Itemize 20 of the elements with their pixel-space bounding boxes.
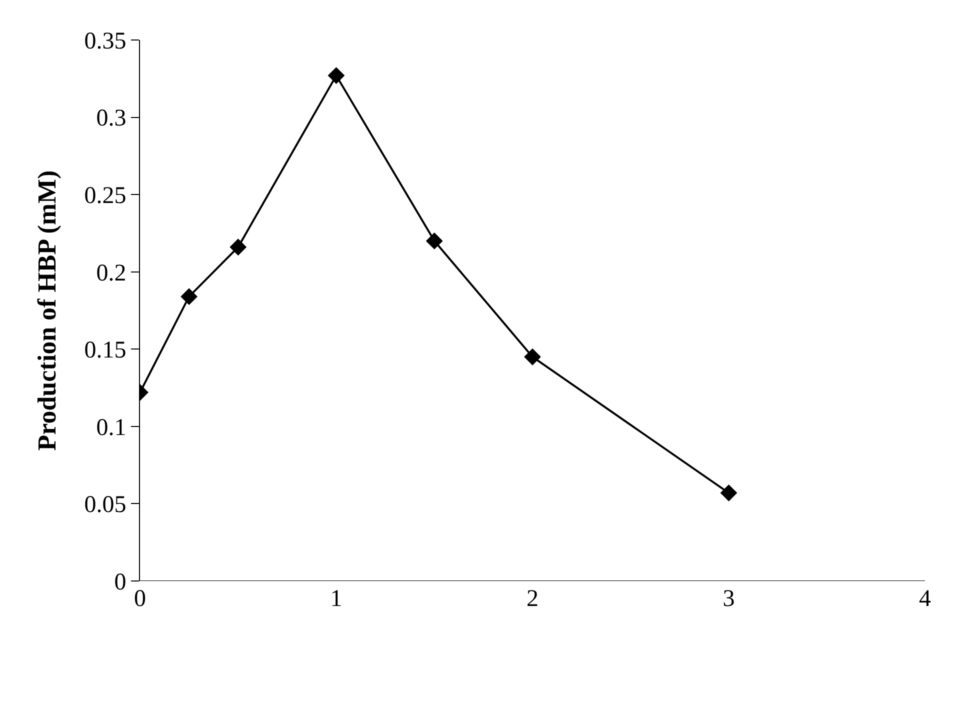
point — [230, 238, 247, 256]
y-tick-label: 0.3 — [96, 106, 126, 132]
y-tick-label: 0.1 — [96, 414, 126, 441]
y-tick-label: 0 — [114, 569, 126, 596]
x-tick-label: 4 — [919, 586, 931, 612]
point — [180, 288, 198, 306]
y-tick-label: 0.15 — [84, 338, 126, 364]
point — [720, 484, 738, 502]
x-tick-label: 1 — [330, 586, 342, 612]
point — [524, 348, 541, 366]
y-axis-title: Production of HBP (mM) — [32, 170, 62, 451]
y-tick-label: 0.2 — [96, 260, 126, 286]
point — [328, 67, 345, 84]
y-tick-label: 0.35 — [84, 28, 126, 54]
point — [426, 232, 443, 250]
y-tick-label: 0.05 — [84, 492, 126, 518]
y-tick-label: 0.25 — [84, 182, 126, 209]
x-tick-label: 2 — [526, 586, 538, 612]
x-tick-label: 3 — [722, 586, 735, 612]
x-tick-label: 0 — [134, 586, 146, 612]
